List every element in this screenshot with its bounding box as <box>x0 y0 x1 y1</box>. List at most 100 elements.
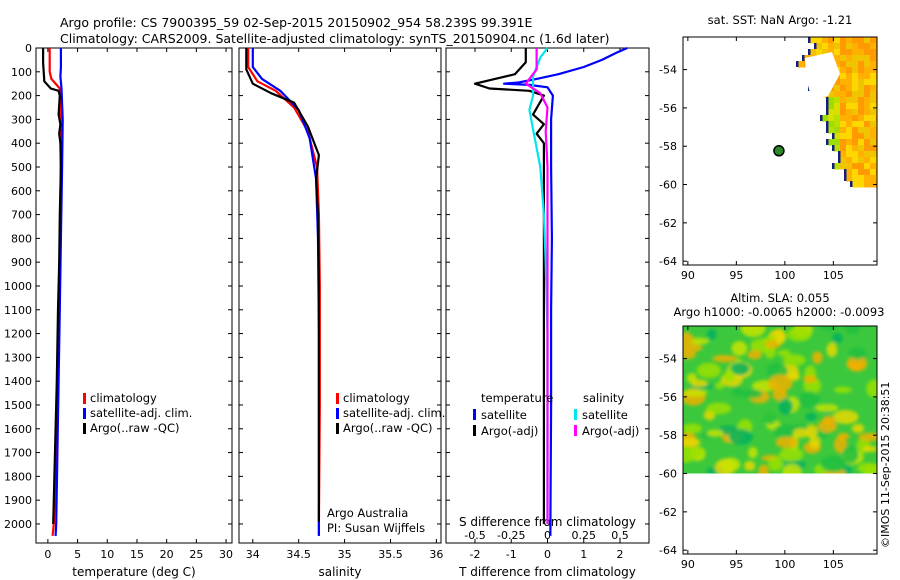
sst-cell <box>864 157 871 164</box>
sst-cell <box>840 37 847 44</box>
map-y-tick-label: -62 <box>659 217 677 230</box>
sst-cell <box>840 133 847 140</box>
legend-swatch <box>473 425 476 436</box>
legend-swatch <box>473 409 476 420</box>
sst-cell <box>822 115 829 122</box>
sst-cell <box>858 61 865 68</box>
sst-cell <box>858 139 865 146</box>
sst-cell <box>846 97 853 104</box>
sst-cell <box>846 133 853 140</box>
sst-ice-edge <box>826 139 829 145</box>
sla-blob <box>740 326 766 338</box>
sst-cell <box>870 73 877 80</box>
y-tick-label: 1100 <box>4 304 32 317</box>
sst-cell <box>858 109 865 116</box>
sla-blob <box>683 343 703 352</box>
sla-blob <box>833 436 848 454</box>
sst-cell <box>846 139 853 146</box>
sst-ice-edge <box>826 127 829 133</box>
series-line-satellite-adj-clim- <box>54 48 64 536</box>
x-tick-label: 15 <box>130 548 144 561</box>
sst-ice-edge <box>838 151 841 157</box>
sst-cell <box>834 85 841 92</box>
sst-cell <box>834 103 841 110</box>
y-tick-label: 300 <box>11 113 32 126</box>
sst-cell <box>870 91 877 98</box>
sla-blob <box>683 332 694 346</box>
sst-ice-edge <box>838 157 841 163</box>
sst-cell <box>846 55 853 62</box>
sst-cell <box>834 49 841 56</box>
sla-blob <box>737 389 763 399</box>
sst-cell <box>864 43 871 50</box>
x2-tick-label: 0.5 <box>611 529 629 542</box>
sst-cell <box>834 127 841 134</box>
y-tick-label: 1400 <box>4 375 32 388</box>
sla-blob <box>731 340 748 356</box>
sst-cell <box>828 97 835 104</box>
sst-ice-edge <box>826 97 829 103</box>
sla-blob <box>715 381 725 390</box>
sla-blob <box>857 462 877 474</box>
sst-cell <box>846 61 853 68</box>
sst-ice-edge <box>832 163 835 169</box>
legend-swatch <box>83 408 86 419</box>
sst-cell <box>828 127 835 134</box>
sla-blob <box>747 349 762 360</box>
y-tick-label: 700 <box>11 209 32 222</box>
sst-cell <box>846 103 853 110</box>
sst-cell <box>834 61 841 68</box>
map-y-tick-label: -54 <box>659 64 677 77</box>
sla-blob <box>802 375 818 383</box>
sst-cell <box>840 109 847 116</box>
sla-blob <box>706 429 724 437</box>
sla-blob <box>782 354 806 366</box>
sla-blob <box>683 445 696 463</box>
sla-blob <box>779 447 804 462</box>
sst-cell <box>852 145 859 152</box>
sst-cell <box>834 55 841 62</box>
sst-cell <box>870 37 877 44</box>
sst-cell <box>852 103 859 110</box>
sst-cell <box>846 79 853 86</box>
sst-cell <box>852 121 859 128</box>
sla-blob <box>844 326 861 335</box>
sst-cell <box>840 97 847 104</box>
sst-cell <box>864 169 871 176</box>
sst-cell <box>828 121 835 128</box>
sla-blob <box>723 369 735 383</box>
sla-no-data-region <box>683 473 877 554</box>
sst-cell <box>852 61 859 68</box>
sst-cell <box>870 67 877 74</box>
legend-label: satellite-adj. clim. <box>343 406 445 420</box>
sst-cell <box>828 37 835 44</box>
sst-ice-edge <box>814 43 817 49</box>
x-tick-label: 5 <box>74 548 81 561</box>
sst-cell <box>846 91 853 98</box>
sst-ice-edge <box>808 37 811 43</box>
profile-panel-salinity: 34 34.5 35 35.5 36 salinity climatologysatelli… <box>238 47 445 579</box>
sst-cell <box>870 151 877 158</box>
sst-cell <box>846 175 853 182</box>
legend-title-salinity: salinity <box>583 391 624 405</box>
sst-map-title: sat. SST: NaN Argo: -1.21 <box>708 13 853 27</box>
sla-blob <box>778 398 793 415</box>
sst-cell <box>870 121 877 128</box>
legend-swatch <box>574 425 577 436</box>
sst-ice-edge <box>844 175 847 181</box>
sst-cell <box>834 97 841 104</box>
sst-cell <box>858 79 865 86</box>
title-line-2: Climatology: CARS2009. Satellite-adjuste… <box>60 31 610 46</box>
series-line-argo-raw-qc- <box>245 48 320 522</box>
sst-cell <box>846 49 853 56</box>
x-tick-label: 30 <box>219 548 233 561</box>
x2-tick-label: 0 <box>544 529 551 542</box>
sst-heatmap-cells <box>796 37 877 188</box>
x-tick-label: 1 <box>580 548 587 561</box>
sst-cell <box>834 109 841 116</box>
x-tick-label: -2 <box>470 548 481 561</box>
sst-cell <box>864 103 871 110</box>
sst-cell <box>870 127 877 134</box>
sst-cell <box>852 37 859 44</box>
